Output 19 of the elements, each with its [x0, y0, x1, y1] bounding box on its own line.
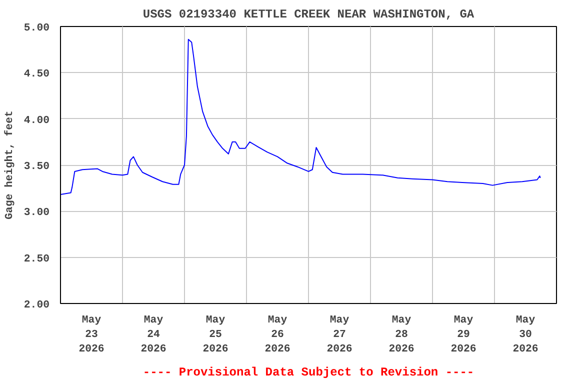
y-tick-label: 2.00: [24, 300, 50, 312]
chart-title: USGS 02193340 KETTLE CREEK NEAR WASHINGTON, GA: [142, 8, 475, 22]
x-tick-label: May 23 2026: [78, 314, 104, 356]
y-tick-label: 3.50: [24, 161, 50, 173]
y-tick-label: 4.50: [24, 68, 50, 81]
x-tick-label: May 30 2026: [512, 314, 538, 356]
y-tick-label: 3.00: [24, 207, 50, 220]
x-tick-label: May 29 2026: [450, 314, 476, 356]
line-series: [60, 38, 541, 196]
x-tick-label: May 28 2026: [388, 314, 414, 356]
x-tick-label: May 25 2026: [202, 314, 228, 356]
x-tick-label: May 24 2026: [140, 314, 166, 356]
y-tick-label: 2.50: [24, 253, 50, 266]
text: ---- Provisional Data Subject to Revision ----: [142, 366, 474, 380]
y-axis-title: Gage height, feet: [4, 110, 16, 220]
y-tick-label: 4.00: [24, 114, 50, 127]
y-tick-label: 5.00: [24, 22, 50, 34]
x-tick-label: May 27 2026: [326, 314, 352, 356]
x-tick-label: May 26 2026: [264, 314, 290, 356]
